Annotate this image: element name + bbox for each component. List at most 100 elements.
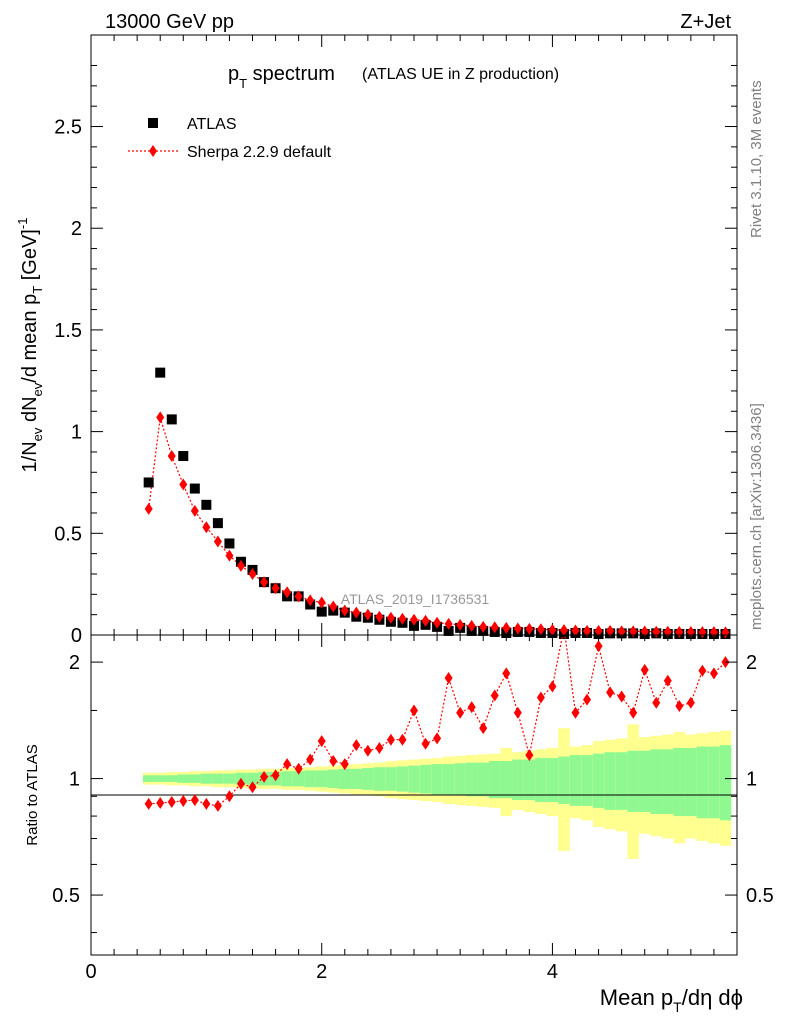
band-stat [627,750,639,812]
ratio-point [490,689,499,702]
ratio-point [617,690,626,703]
ratio-point [248,781,257,794]
sherpa-point [190,504,199,517]
sherpa-point [225,549,234,562]
sherpa-point [502,621,511,634]
band-stat [442,764,455,795]
band-stat [604,752,616,810]
atlas-point [224,538,235,549]
sherpa-point [306,594,315,607]
band-stat [189,774,201,783]
band-stat [558,756,570,804]
sherpa-point [456,618,465,631]
atlas-point [212,518,223,529]
sherpa-point [479,620,488,633]
ratio-point [444,671,453,684]
ratio-point [548,680,557,693]
ratio-point [317,735,326,748]
ratio-point [594,640,603,653]
x-tick-label: 4 [547,961,558,983]
sherpa-point [571,624,580,637]
band-stat [546,758,559,802]
band-stat [165,775,178,782]
band-stat [212,773,224,784]
ratio-point [260,770,269,783]
band-stat [523,759,536,801]
ratio-plot-ticks [90,635,737,955]
sherpa-point [167,450,176,463]
sherpa-point [617,625,626,638]
y-tick-label: 1.5 [54,320,82,342]
atlas-point [189,483,200,494]
sherpa-point [375,610,384,623]
legend: ATLAS Sherpa 2.2.9 default [128,116,332,161]
band-stat [327,769,340,789]
band-stat [315,770,328,788]
band-stat [581,755,593,806]
sherpa-point [536,623,545,636]
ratio-point [502,667,511,680]
ratio-point [236,777,245,790]
ratio-point [433,732,442,745]
ratio-point [675,700,684,713]
main-plot-y-tick-labels: 0 0.5 1 1.5 2 2.5 [54,117,82,647]
sherpa-point [433,616,442,629]
atlas-point [409,620,419,631]
ratio-point [283,758,292,771]
atlas-point [143,477,154,488]
ratio-point [421,737,430,750]
ratio-point [686,696,695,709]
analysis-watermark: ATLAS_2019_I1736531 [341,591,490,607]
band-stat [454,763,466,796]
sherpa-point [248,567,257,580]
ratio-point [583,693,592,706]
band-stat [535,758,547,802]
y-tick-label: 2 [71,218,82,240]
ratio-point [375,741,384,754]
band-stat [638,750,651,812]
band-stat [200,773,213,784]
x-axis-label: Mean pT/dη dϕ [600,985,743,1015]
ratio-point [525,749,534,762]
ratio-point [663,674,672,687]
band-stat [719,745,732,821]
ratio-point [340,758,349,771]
ratio-point [329,755,338,768]
ratio-point [513,706,522,719]
ratio-point [571,706,580,719]
ratio-point [271,769,280,782]
ratio-point [456,706,465,719]
x-tick-label: 2 [316,961,327,983]
y-tick-label: 0.5 [54,523,82,545]
sherpa-point [421,614,430,627]
ratio-y-tick-label-left: 0.5 [52,885,80,907]
legend-label-atlas: ATLAS [187,116,237,133]
band-stat [396,766,409,792]
sherpa-point [444,617,453,630]
band-stat [488,761,501,799]
sherpa-point [236,559,245,572]
sherpa-point [352,606,361,619]
y-axis-label: 1/Nev dNev/d mean pT [GeV]-1 [15,218,45,473]
atlas-point [155,367,166,378]
legend-label-sherpa: Sherpa 2.2.9 default [187,144,332,161]
y-tick-label: 2.5 [54,117,82,139]
sherpa-point [271,582,280,595]
ratio-point [179,795,188,808]
atlas-point [178,451,189,462]
band-stat [615,752,628,810]
ratio-y-axis-label: Ratio to ATLAS [24,744,41,845]
band-stat [246,772,259,785]
sherpa-point [329,600,338,613]
sherpa-point [513,622,522,635]
sherpa-point [386,611,395,624]
band-stat [419,764,432,794]
sherpa-point [363,608,372,621]
plot-subtitle: (ATLAS UE in Z production) [362,66,559,83]
ratio-y-tick-label-right: 2 [746,652,757,674]
ratio-point [410,704,418,717]
ratio-plot-data [144,635,730,812]
sherpa-point [213,535,222,548]
band-stat [385,767,397,791]
